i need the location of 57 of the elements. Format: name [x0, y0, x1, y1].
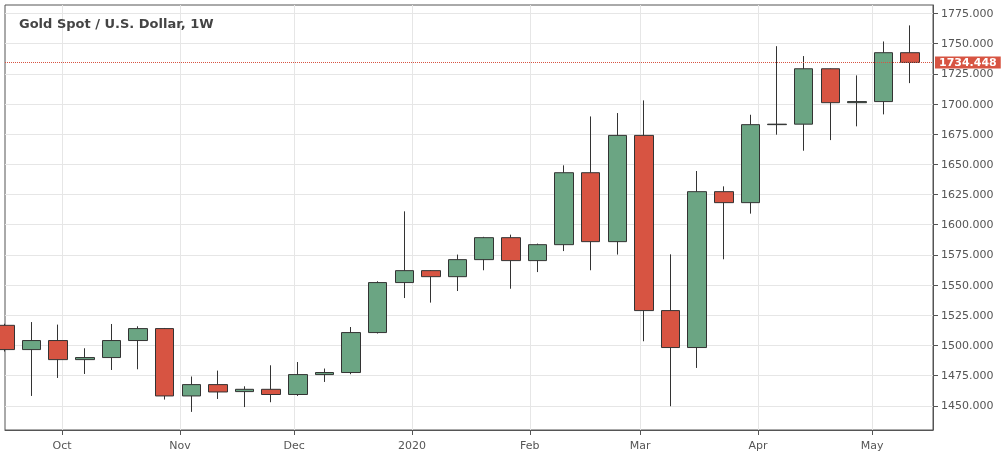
x-tick-label: Mar: [629, 439, 651, 452]
candlestick: [235, 385, 254, 408]
y-tick-label: 1650.000: [941, 157, 994, 171]
candlestick: [22, 321, 41, 397]
text: Gold Spot / U.S. Dollar, 1W: [19, 16, 214, 31]
y-tick-label: 1500.000: [941, 338, 994, 352]
candlestick: [847, 74, 867, 127]
candlestick: [821, 67, 840, 141]
candlestick: [182, 376, 201, 413]
candlestick: [341, 326, 361, 375]
x-tick-label: Dec: [283, 439, 305, 452]
y-tick-label: 1725.000: [941, 67, 994, 81]
y-tick-label: 1450.000: [941, 399, 994, 413]
y-tick-label: 1600.000: [941, 218, 994, 232]
candlestick: [794, 55, 813, 152]
x-tick-label: Nov: [169, 439, 192, 452]
candlestick: [501, 234, 521, 290]
candlestick: [421, 269, 441, 304]
candlestick: [315, 368, 334, 383]
candlestick: [634, 99, 654, 342]
candlestick: [687, 170, 707, 369]
candlestick: [75, 347, 95, 375]
candlestick: [608, 112, 627, 256]
candlestick: [741, 114, 760, 215]
candlestick: [448, 254, 467, 292]
y-tick-label: 1625.000: [941, 188, 994, 202]
x-tick-label: Oct: [52, 439, 73, 452]
x-tick-label: Apr: [748, 439, 769, 452]
y-tick-label: 1525.000: [941, 308, 994, 322]
ref-line-label: 1734.448: [939, 55, 997, 69]
candlestick: [395, 210, 414, 299]
y-tick-label: 1475.000: [941, 369, 994, 383]
y-tick-label: 1700.000: [941, 97, 994, 111]
candlestick: [767, 45, 787, 136]
candlestick: [554, 164, 574, 252]
y-tick-label: 1750.000: [941, 37, 994, 51]
candlestick: [288, 361, 308, 397]
y-tick-label: 1550.000: [941, 278, 994, 292]
y-tick-label: 1675.000: [941, 127, 994, 141]
candlestick: [581, 115, 600, 271]
candlestick: [874, 40, 893, 115]
x-tick-label: Feb: [520, 439, 540, 452]
y-tick-label: 1775.000: [941, 6, 994, 20]
x-tick-label: May: [860, 439, 884, 452]
x-tick-label: 2020: [397, 439, 426, 452]
y-tick-label: 1575.000: [941, 248, 994, 262]
candlestick: [661, 253, 680, 407]
candlestick: [714, 185, 734, 260]
candlestick: [474, 236, 494, 271]
candlestick: [368, 280, 387, 335]
candlestick: [261, 364, 281, 403]
candlestick: [155, 327, 174, 401]
candlestick: [48, 324, 68, 379]
candlestick: [102, 323, 121, 371]
candlestick: [128, 325, 148, 370]
candlestick: [208, 370, 228, 400]
candlestick: [528, 243, 547, 273]
